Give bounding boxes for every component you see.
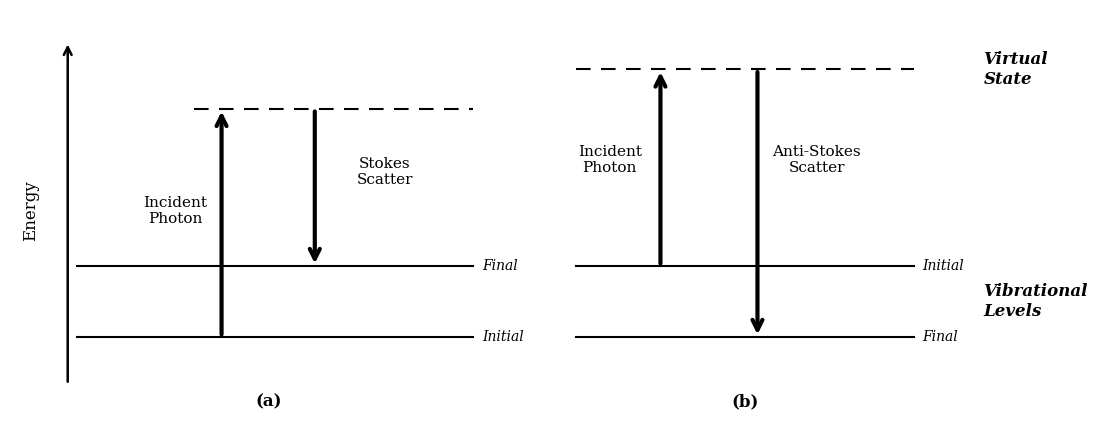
- Text: Initial: Initial: [483, 330, 524, 344]
- Text: Vibrational
Levels: Vibrational Levels: [983, 283, 1088, 320]
- Text: Final: Final: [922, 330, 958, 344]
- Text: Incident
Photon: Incident Photon: [143, 196, 206, 226]
- Text: (b): (b): [731, 393, 758, 410]
- Text: Initial: Initial: [922, 259, 963, 273]
- Text: Virtual
State: Virtual State: [983, 51, 1048, 88]
- Text: Incident
Photon: Incident Photon: [578, 145, 642, 175]
- Text: Energy: Energy: [22, 181, 39, 241]
- Text: (a): (a): [255, 393, 282, 410]
- Text: Final: Final: [483, 259, 518, 273]
- Text: Anti-Stokes
Scatter: Anti-Stokes Scatter: [773, 145, 861, 175]
- Text: Stokes
Scatter: Stokes Scatter: [356, 157, 413, 187]
